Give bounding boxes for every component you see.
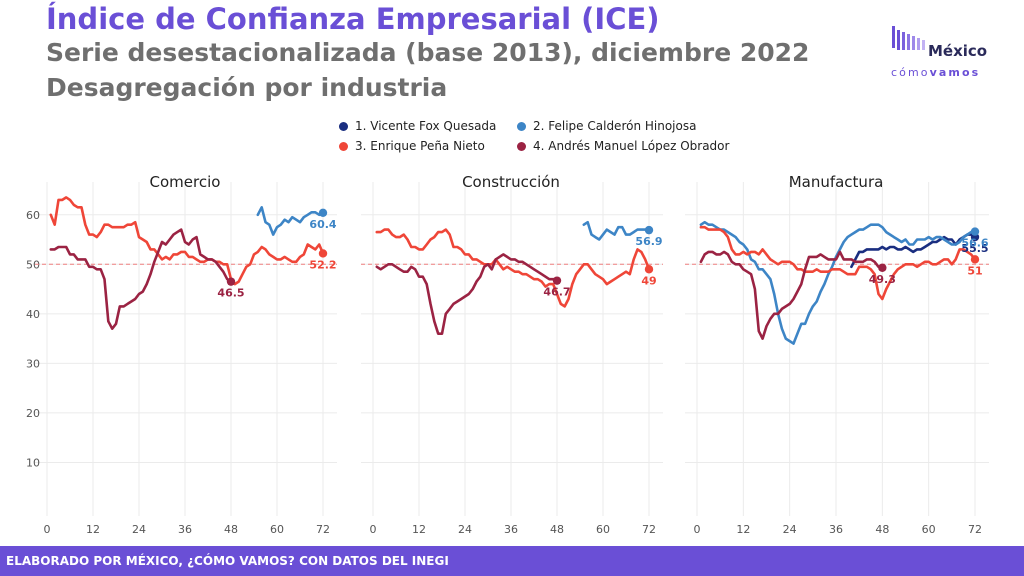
legend-label: 1. Vicente Fox Quesada	[355, 119, 497, 133]
legend-item-amlo: 4. Andrés Manuel López Obrador	[517, 139, 729, 153]
source-footer: ELABORADO POR MÉXICO, ¿CÓMO VAMOS? CON D…	[0, 546, 1024, 576]
legend-label: 2. Felipe Calderón Hinojosa	[533, 119, 697, 133]
chart-subtitle-detail: Desagregación por industria	[46, 73, 448, 102]
series-end-point	[226, 277, 236, 286]
panel-title: Construcción	[462, 173, 560, 191]
x-tick-label: 72	[968, 523, 982, 536]
series-end-label: 46.7	[543, 286, 570, 299]
legend-item-fox: 1. Vicente Fox Quesada	[339, 119, 496, 133]
series-line	[375, 228, 651, 308]
y-tick-label: 50	[26, 258, 40, 271]
legend-dot-icon	[339, 141, 348, 151]
series-end-point	[552, 276, 562, 285]
mexico-como-vamos-logo: México cómovamos	[890, 24, 1002, 82]
x-tick-label: 72	[316, 523, 330, 536]
series-line	[699, 250, 884, 340]
x-tick-label: 60	[596, 523, 610, 536]
y-tick-label: 10	[26, 456, 40, 469]
series-end-label: 46.5	[217, 287, 244, 300]
x-tick-label: 12	[86, 523, 100, 536]
series-line	[49, 196, 325, 286]
y-tick-label: 40	[26, 308, 40, 321]
x-tick-label: 12	[412, 523, 426, 536]
y-tick-label: 60	[26, 209, 40, 222]
legend-item-calderon: 2. Felipe Calderón Hinojosa	[517, 119, 696, 133]
panel-title: Manufactura	[789, 173, 884, 191]
legend-dot-icon	[517, 121, 526, 131]
legend-dot-icon	[339, 121, 348, 131]
faceted-line-chart: 10 20 30 40 50 60 0 12 24 36 48 60 72 Comercio 60.4 52.…	[26, 173, 989, 536]
series-end-point	[644, 265, 654, 274]
x-tick-label: 24	[458, 523, 472, 536]
series-line	[850, 233, 977, 269]
series-line	[699, 220, 977, 345]
x-tick-label: 0	[370, 523, 377, 536]
x-tick-label: 48	[224, 523, 238, 536]
panel-title: Comercio	[150, 173, 221, 191]
bars-logo-icon	[892, 26, 925, 50]
series-end-point	[644, 225, 654, 235]
x-tick-label: 36	[829, 523, 843, 536]
x-tick-label: 36	[504, 523, 518, 536]
x-tick-label: 36	[178, 523, 192, 536]
legend-item-pena-nieto: 3. Enrique Peña Nieto	[339, 139, 485, 153]
series-end-label: 49	[641, 274, 656, 287]
legend-label: 4. Andrés Manuel López Obrador	[533, 139, 730, 153]
series-line	[375, 253, 559, 336]
series-end-label: 52.2	[309, 258, 336, 271]
series-end-label: 49.3	[869, 273, 896, 286]
x-tick-label: 24	[132, 523, 146, 536]
x-tick-label: 12	[736, 523, 750, 536]
legend-dot-icon	[517, 141, 526, 151]
y-tick-label: 30	[26, 357, 40, 370]
series-line	[49, 228, 233, 331]
x-tick-label: 60	[270, 523, 284, 536]
series-line	[582, 220, 651, 241]
series-end-point	[970, 255, 980, 264]
series-end-point	[318, 249, 328, 258]
logo-text-comovamos: cómovamos	[891, 66, 981, 79]
x-tick-label: 0	[44, 523, 51, 536]
x-tick-label: 60	[922, 523, 936, 536]
y-tick-label: 20	[26, 407, 40, 420]
series-end-label: 51	[967, 264, 982, 277]
x-tick-label: 48	[875, 523, 889, 536]
x-tick-label: 0	[694, 523, 701, 536]
series-end-label: 56.9	[635, 235, 662, 248]
series-line	[256, 206, 325, 236]
chart-subtitle: Serie desestacionalizada (base 2013), di…	[46, 38, 810, 67]
legend-label: 3. Enrique Peña Nieto	[355, 139, 485, 153]
chart-title: Índice de Confianza Empresarial (ICE)	[46, 2, 660, 36]
series-line	[699, 225, 977, 301]
series-end-label: 56.6	[961, 237, 988, 250]
series-end-label: 60.4	[309, 218, 336, 231]
series-end-point	[970, 227, 980, 236]
logo-text-mexico: México	[928, 42, 988, 60]
series-end-point	[318, 208, 328, 217]
x-tick-label: 24	[783, 523, 797, 536]
series-end-label: 55.5	[961, 242, 988, 255]
series-end-point	[878, 263, 887, 272]
x-tick-label: 48	[550, 523, 564, 536]
x-tick-label: 72	[642, 523, 656, 536]
